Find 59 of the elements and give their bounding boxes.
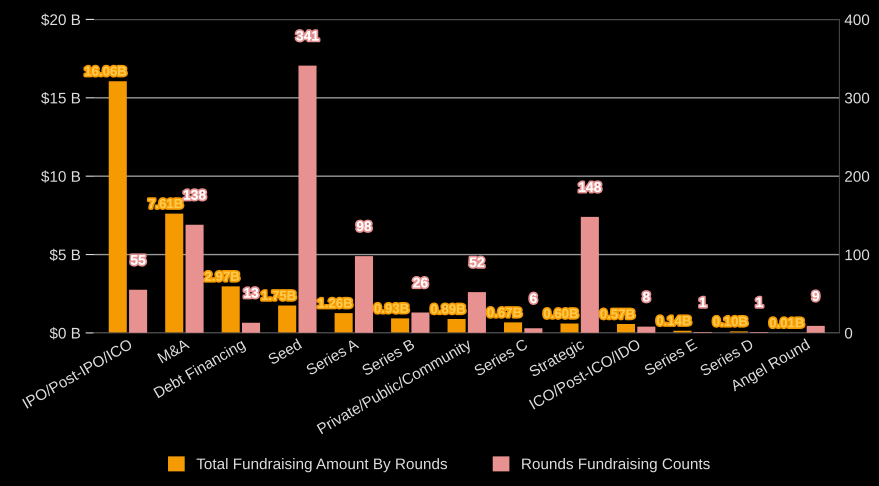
data-label: 0.67B (487, 308, 522, 318)
bar (468, 292, 486, 333)
data-label: 0.89B (430, 304, 466, 314)
y-tick-label: $10 B (41, 170, 80, 183)
bar (806, 326, 825, 333)
data-label: 2.97B (204, 272, 240, 281)
data-label: 1.26B (318, 298, 352, 308)
bar (165, 214, 184, 333)
bar (616, 324, 636, 333)
bar (222, 286, 240, 333)
bar (186, 224, 204, 333)
bar (129, 290, 148, 333)
bar (580, 216, 599, 333)
bar (108, 81, 127, 333)
bar (448, 318, 466, 333)
data-label: 0.57B (600, 309, 634, 319)
data-label: 6 (530, 293, 537, 304)
y-tick-label: $5 B (50, 248, 80, 262)
data-label: 1 (756, 297, 763, 308)
data-label: 0.60B (544, 308, 578, 318)
bar (354, 256, 374, 333)
y2-tick-label: 200 (845, 171, 870, 182)
data-label: 1 (700, 297, 706, 308)
data-label: 16.06B (85, 66, 126, 76)
data-label: 0.14B (656, 316, 691, 326)
y-tick-label: $15 B (41, 92, 80, 104)
legend-label: Total Fundraising Amount By Rounds (196, 458, 448, 472)
bar (391, 318, 410, 333)
y2-tick-label: 400 (844, 14, 870, 26)
data-label: 0.01B (770, 318, 804, 328)
data-label: 138 (184, 190, 206, 200)
bar (524, 328, 542, 333)
data-label: 0.93B (374, 304, 409, 313)
bar (637, 326, 656, 333)
data-label: 26 (413, 278, 428, 288)
y2-tick-label: 0 (844, 328, 852, 339)
bar (560, 324, 579, 333)
data-label: 55 (130, 255, 146, 265)
data-label: 52 (470, 257, 484, 268)
data-label: 9 (812, 291, 820, 301)
y-tick-label: $0 B (50, 327, 80, 340)
data-label: 8 (642, 292, 650, 302)
bar (298, 66, 317, 333)
data-label: 341 (296, 30, 319, 41)
data-label: 0.10B (713, 316, 748, 326)
data-label: 13 (244, 288, 258, 298)
y2-tick-label: 100 (845, 249, 870, 260)
y2-tick-label: 300 (844, 92, 870, 104)
data-label: 148 (579, 182, 602, 192)
data-label: 98 (356, 221, 372, 232)
bar (334, 313, 353, 333)
data-label: 7.61B (148, 198, 183, 208)
y-tick-label: $20 B (41, 14, 80, 26)
legend-label: Rounds Fundraising Counts (522, 458, 710, 472)
bar (278, 305, 296, 333)
data-label: 1.75B (262, 290, 296, 300)
bar (411, 312, 430, 333)
bar (504, 322, 522, 333)
bar (242, 322, 260, 333)
